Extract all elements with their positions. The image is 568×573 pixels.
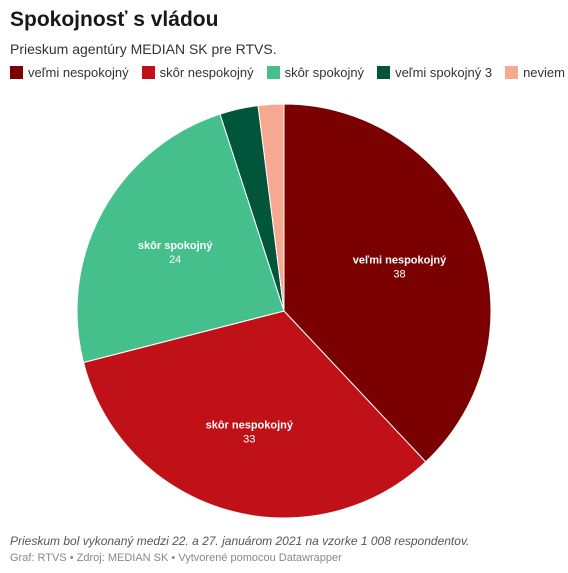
chart-title: Spokojnosť s vládou	[10, 8, 219, 31]
credit-zdroj[interactable]: Zdroj: MEDIAN SK	[76, 552, 169, 564]
legend-item: neviem 2	[505, 65, 568, 80]
legend-item: veľmi nespokojný	[10, 65, 129, 80]
slice-value: 24	[169, 254, 181, 266]
legend-label: skôr spokojný	[284, 65, 365, 80]
footnote: Prieskum bol vykonaný medzi 22. a 27. ja…	[10, 534, 470, 548]
slice-label: veľmi nespokojný	[353, 254, 447, 266]
legend-swatch	[141, 66, 155, 79]
pie-slice[interactable]	[76, 113, 285, 364]
credit-tool[interactable]: Vytvorené pomocou Datawrapper	[178, 552, 342, 564]
credit-separator: •	[171, 552, 176, 564]
legend: veľmi nespokojný skôr nespokojný skôr spok…	[10, 65, 568, 80]
legend-item: skôr nespokojný	[141, 65, 254, 80]
legend-label: skôr nespokojný	[159, 65, 254, 80]
slice-value: 33	[243, 433, 255, 445]
legend-swatch	[377, 66, 391, 79]
pie-chart: veľmi nespokojný 38 skôr nespokojný 33 skôr …	[76, 103, 492, 519]
credit-separator: •	[69, 552, 74, 564]
slice-label: skôr spokojný	[138, 240, 213, 252]
chart-subtitle: Prieskum agentúry MEDIAN SK pre RTVS.	[10, 41, 277, 57]
pie-slice[interactable]	[82, 310, 427, 519]
credits: Graf: RTVS • Zdroj: MEDIAN SK • Vytvoren…	[10, 552, 342, 564]
slice-value: 38	[393, 268, 405, 280]
legend-item: veľmi spokojný 3	[377, 65, 492, 80]
slice-label: skôr nespokojný	[206, 419, 294, 431]
legend-swatch	[10, 66, 23, 79]
legend-label: veľmi nespokojný	[28, 65, 129, 80]
pie-slice[interactable]	[257, 103, 285, 312]
legend-item: skôr spokojný	[266, 65, 365, 80]
legend-label: veľmi spokojný 3	[395, 65, 493, 80]
credit-graf: Graf: RTVS	[10, 552, 67, 564]
pie-slice[interactable]	[283, 103, 492, 463]
legend-swatch	[505, 66, 519, 79]
legend-label: neviem 2	[523, 65, 568, 80]
legend-swatch	[266, 66, 280, 79]
